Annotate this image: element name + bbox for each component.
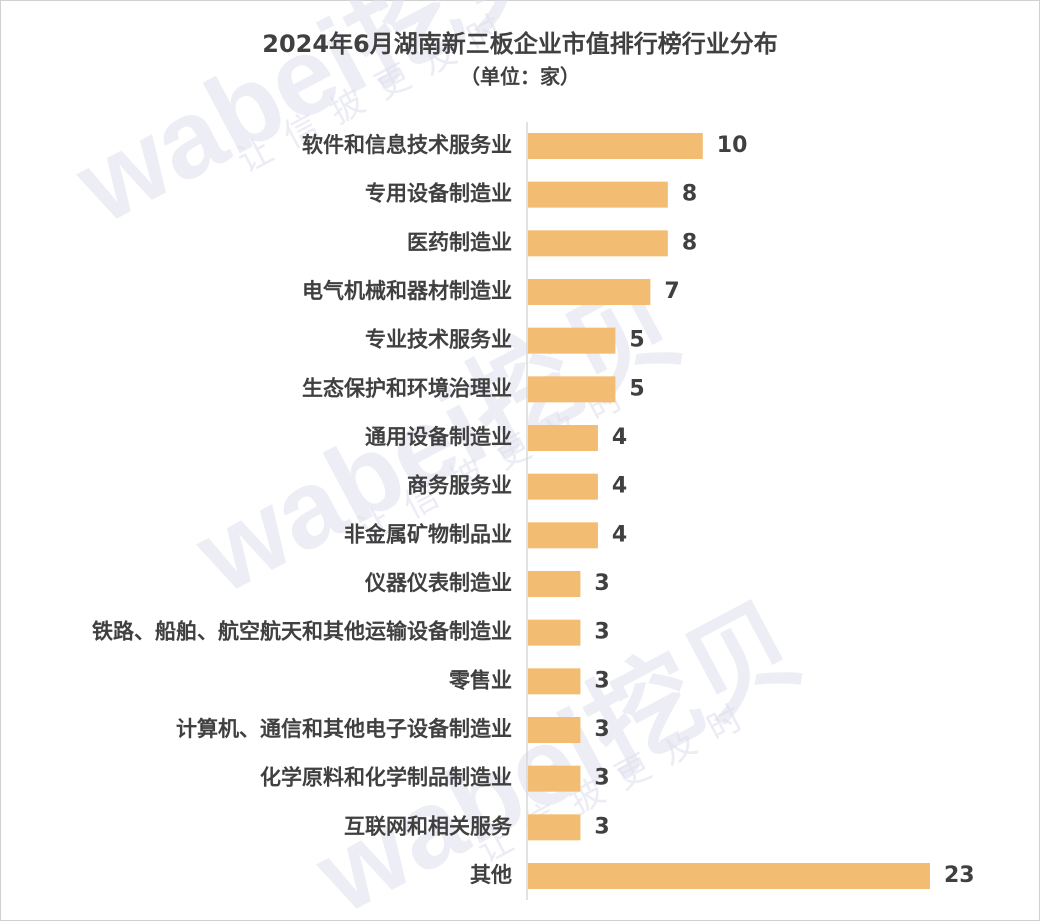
chart-subtitle: （单位：家）: [460, 65, 580, 89]
value-label: 4: [612, 474, 627, 499]
chart-title: 2024年6月湖南新三板企业市值排行榜行业分布: [262, 30, 778, 58]
value-label: 3: [594, 717, 609, 742]
value-label: 5: [629, 376, 644, 401]
bar: [528, 133, 703, 159]
bar: [528, 473, 598, 500]
bar: [528, 863, 930, 889]
category-label: 计算机、通信和其他电子设备制造业: [176, 717, 512, 741]
category-label: 商务服务业: [407, 474, 512, 498]
category-label: 其他: [470, 863, 512, 887]
value-label: 8: [682, 230, 697, 255]
category-label: 通用设备制造业: [365, 425, 512, 449]
bar: [528, 181, 668, 208]
value-label: 4: [612, 425, 627, 450]
value-label: 3: [594, 814, 609, 839]
bar: [528, 376, 616, 403]
bar: [528, 230, 668, 257]
value-label: 8: [682, 182, 697, 207]
bar: [528, 717, 581, 743]
category-label: 生态保护和环境治理业: [302, 376, 512, 400]
bar: [528, 619, 581, 646]
category-label: 仪器仪表制造业: [364, 571, 512, 595]
value-label: 7: [664, 279, 679, 304]
bar: [528, 814, 581, 841]
category-label: 专用设备制造业: [365, 182, 512, 206]
category-label: 专业技术服务业: [365, 328, 512, 352]
bar: [528, 668, 581, 695]
category-label: 软件和信息技术服务业: [302, 133, 512, 157]
category-label: 互联网和相关服务: [344, 814, 513, 838]
category-label: 非金属矿物制品业: [344, 522, 512, 546]
bar: [528, 327, 616, 354]
value-label: 23: [944, 863, 975, 888]
bar: [528, 425, 598, 451]
category-label: 电气机械和器材制造业: [302, 279, 512, 303]
value-label: 3: [594, 766, 609, 791]
value-label: 3: [594, 668, 609, 693]
bar: [528, 765, 581, 792]
category-label: 医药制造业: [407, 230, 512, 254]
value-label: 5: [629, 328, 644, 353]
bar: [528, 571, 581, 597]
category-label: 零售业: [448, 668, 512, 692]
value-label: 10: [717, 133, 748, 158]
value-label: 3: [594, 571, 609, 596]
bar: [528, 279, 651, 305]
value-label: 3: [594, 620, 609, 645]
bar: [528, 522, 598, 549]
category-label: 铁路、船舶、航空航天和其他运输设备制造业: [92, 620, 512, 644]
category-label: 化学原料和化学制品制造业: [260, 766, 512, 790]
value-label: 4: [612, 522, 627, 547]
